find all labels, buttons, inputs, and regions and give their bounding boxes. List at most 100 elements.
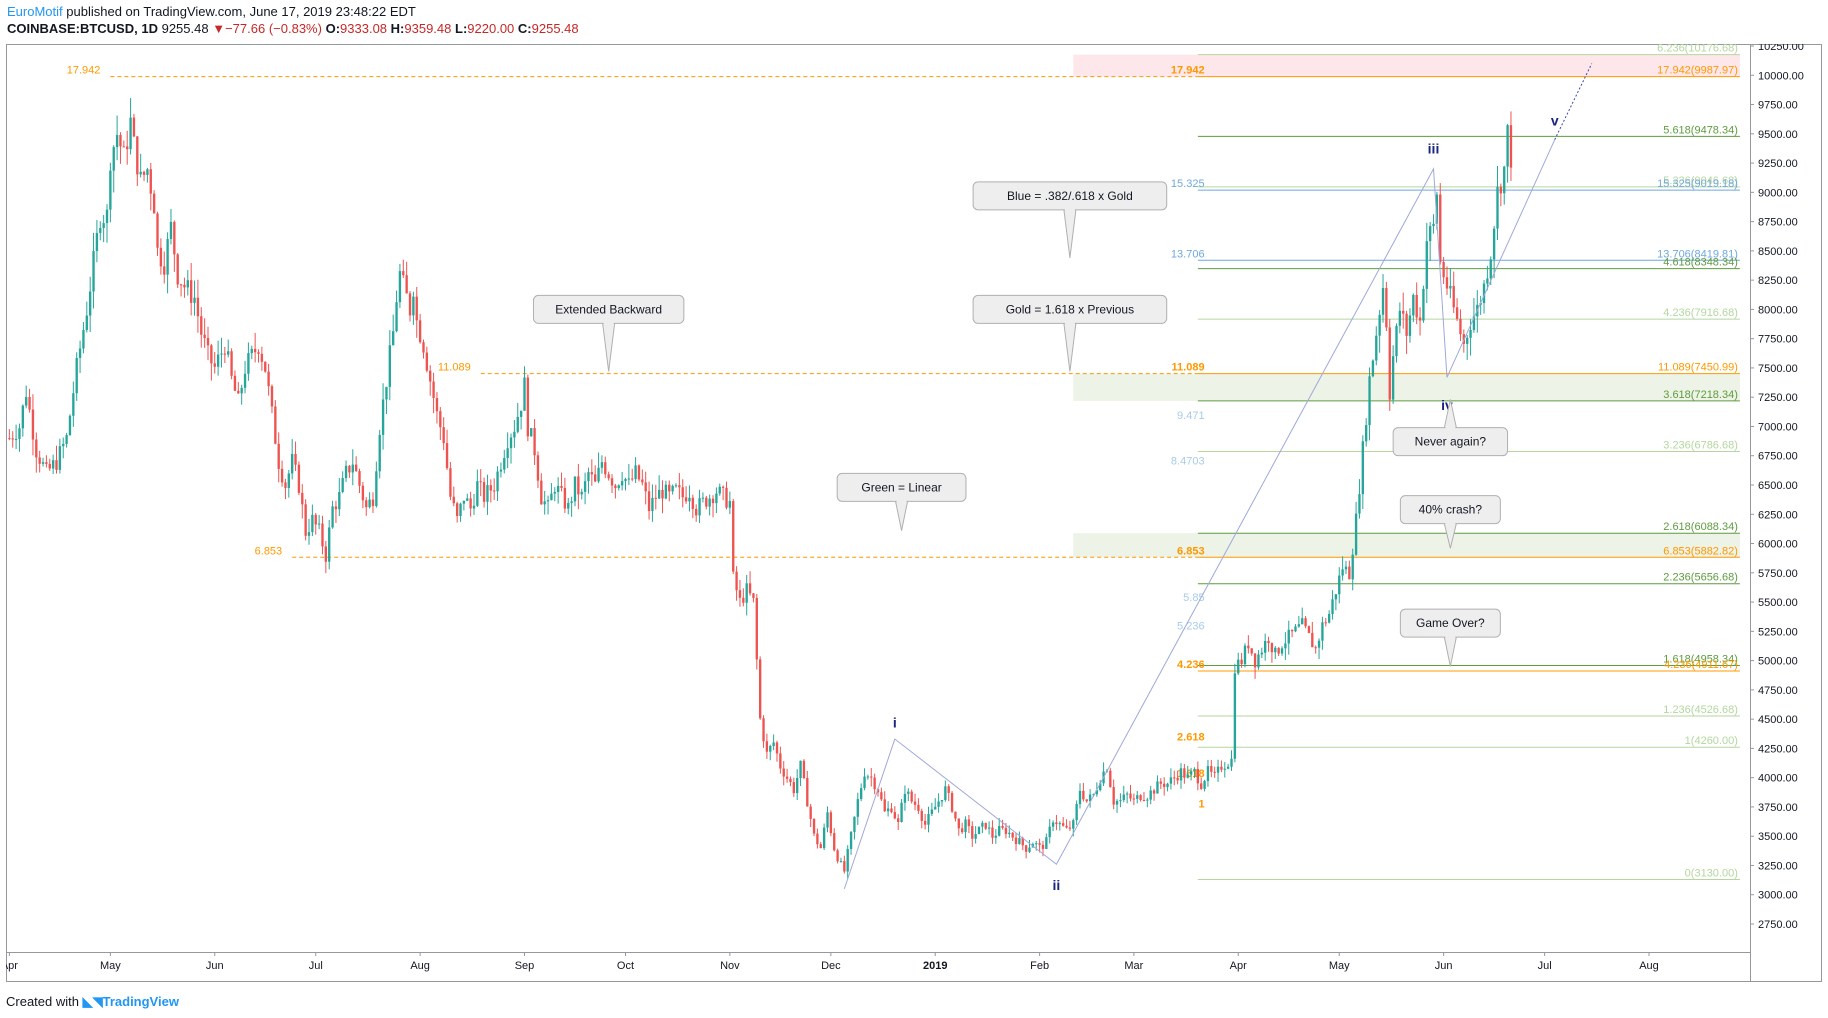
fib-left-label: 4.236: [1177, 659, 1205, 671]
extended-level-label: 6.853: [255, 545, 283, 557]
candle-body: [354, 464, 358, 472]
candle-body: [866, 776, 870, 778]
candle-body: [1223, 768, 1226, 770]
candle-body: [1324, 622, 1327, 624]
candle-body: [469, 498, 472, 509]
fib-left-label: 2.618: [1177, 732, 1205, 744]
candle-body: [31, 409, 35, 440]
candle-body: [1176, 777, 1179, 781]
candle-body: [152, 193, 156, 214]
candle-body: [1385, 288, 1388, 328]
candle-body: [1301, 618, 1304, 625]
candle-body: [216, 354, 220, 367]
candle-body: [580, 491, 583, 495]
candle-body: [782, 768, 785, 777]
candle-body: [597, 467, 600, 482]
candle-body: [1381, 288, 1385, 315]
candle-body: [227, 351, 230, 355]
y-tick-label: 10000.00: [1758, 70, 1804, 82]
candle-body: [1344, 566, 1348, 570]
callout-pointer: [602, 322, 616, 372]
candle-body: [109, 170, 112, 210]
fib-left-label: 8.4703: [1171, 455, 1205, 467]
candle-body: [1509, 125, 1513, 168]
candle-body: [1183, 768, 1186, 778]
candle-body: [115, 135, 119, 148]
x-tick-label: May: [100, 960, 121, 972]
tradingview-brand[interactable]: TradingView: [102, 994, 179, 1009]
candle-body: [1280, 648, 1284, 654]
callout: Gold = 1.618 x Previous: [972, 294, 1168, 372]
candle-body: [998, 825, 1001, 836]
candle-body: [344, 465, 348, 479]
candle-body: [422, 342, 425, 353]
candle-body: [654, 497, 657, 499]
x-tick-label: Apr: [1230, 960, 1247, 972]
author-link[interactable]: EuroMotif: [7, 4, 63, 19]
candle-body: [1398, 310, 1402, 326]
created-with-text: Created with: [6, 994, 79, 1009]
candle-body: [1378, 314, 1381, 336]
candle-body: [375, 471, 378, 507]
candle-body: [513, 431, 516, 438]
candle-body: [974, 834, 977, 839]
candle-body: [38, 457, 41, 464]
x-tick-label: May: [1329, 960, 1350, 972]
candle-body: [873, 777, 876, 790]
y-tick-label: 4000.00: [1758, 773, 1798, 785]
candle-body: [920, 810, 923, 821]
price-chart[interactable]: 2750.00 3000.00 3250.00 3500.00 3750.00 4000.…: [1, 41, 1822, 982]
open-value: 9333.08: [340, 21, 388, 36]
candle-body: [196, 297, 200, 317]
candle-body: [499, 469, 503, 472]
candle-body: [41, 462, 45, 464]
candle-body: [503, 458, 506, 470]
candle-body: [297, 464, 301, 493]
candle-body: [126, 146, 129, 150]
candle-body: [18, 428, 21, 439]
callout: Never again?: [1392, 399, 1509, 457]
candle-body: [1469, 329, 1472, 338]
candle-body: [136, 136, 139, 175]
x-tick-label: Jun: [206, 960, 224, 972]
candle-body: [1250, 648, 1253, 654]
fib-left-label: 6.853: [1177, 545, 1205, 557]
candle-body: [789, 778, 792, 783]
candle-body: [614, 485, 617, 489]
fib-level-label: 3.618(7218.34): [1663, 389, 1738, 401]
candle-body: [1388, 327, 1391, 400]
x-tick-label: Aug: [410, 960, 430, 972]
candle-body: [913, 801, 917, 805]
y-tick-label: 3000.00: [1758, 890, 1798, 902]
y-tick-label: 7500.00: [1758, 363, 1798, 375]
chart-area[interactable]: 2750.00 3000.00 3250.00 3500.00 3750.00 4000.…: [1, 41, 1822, 982]
candle-body: [893, 812, 897, 819]
candle-body: [806, 778, 809, 807]
candle-body: [35, 439, 38, 458]
candle-body: [334, 506, 338, 510]
green-zone-upper: [1073, 373, 1740, 401]
candle-body: [1038, 843, 1041, 845]
candle-body: [1210, 766, 1213, 772]
publish-info: published on TradingView.com, June 17, 2…: [66, 4, 416, 19]
candle-body: [378, 434, 381, 472]
candle-body: [944, 786, 947, 801]
y-tick-label: 5500.00: [1758, 597, 1798, 609]
fib-level-label: 5.236(9046.68): [1663, 175, 1738, 187]
candle-body: [472, 505, 476, 509]
candle-body: [940, 800, 944, 802]
candle-body: [351, 464, 354, 473]
candle-body: [68, 415, 72, 436]
candle-body: [769, 746, 772, 752]
candle-body: [405, 275, 408, 294]
y-tick-label: 4500.00: [1758, 714, 1798, 726]
y-tick-label: 7000.00: [1758, 421, 1798, 433]
candle-body: [1375, 335, 1378, 361]
candle-body: [361, 485, 365, 501]
candle-body: [829, 812, 833, 834]
candle-body: [445, 443, 449, 469]
candle-body: [641, 479, 644, 483]
candle-body: [762, 718, 765, 742]
candle-body: [1415, 294, 1418, 318]
y-tick-label: 6250.00: [1758, 509, 1798, 521]
